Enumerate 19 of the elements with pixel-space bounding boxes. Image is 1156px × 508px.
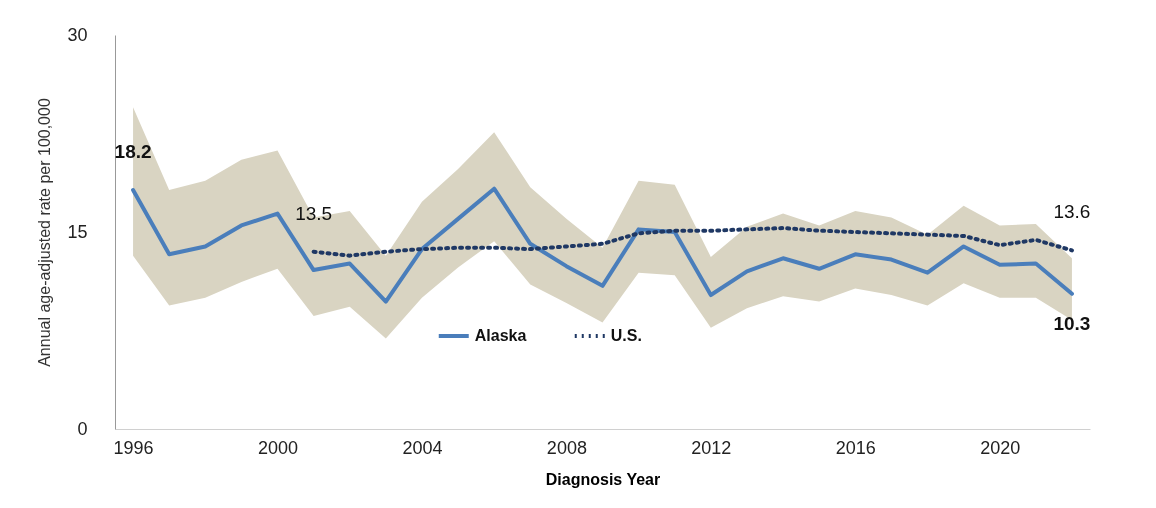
x-tick-label: 2020 — [980, 437, 1021, 458]
legend-label: U.S. — [610, 327, 642, 344]
x-tick-label: 2000 — [257, 437, 299, 458]
y-axis-title: Annual age-adjusted rate per 100,000 — [36, 98, 54, 367]
data-label: 13.5 — [295, 202, 333, 224]
y-tick-label: 30 — [67, 24, 88, 45]
x-tick-label: 2016 — [835, 437, 876, 458]
line-series — [311, 226, 1074, 258]
y-tick-label: 15 — [67, 221, 88, 242]
x-axis-title: Diagnosis Year — [545, 470, 661, 488]
data-label: 10.3 — [1053, 312, 1091, 334]
x-tick-label: 1996 — [113, 437, 154, 458]
legend-label: Alaska — [474, 327, 527, 344]
y-tick-label: 0 — [77, 418, 88, 439]
x-tick-label: 2012 — [691, 437, 732, 458]
data-label: 13.6 — [1053, 201, 1091, 223]
x-tick-label: 2008 — [546, 437, 587, 458]
data-label: 18.2 — [114, 140, 152, 162]
x-tick-label: 2004 — [402, 437, 443, 458]
